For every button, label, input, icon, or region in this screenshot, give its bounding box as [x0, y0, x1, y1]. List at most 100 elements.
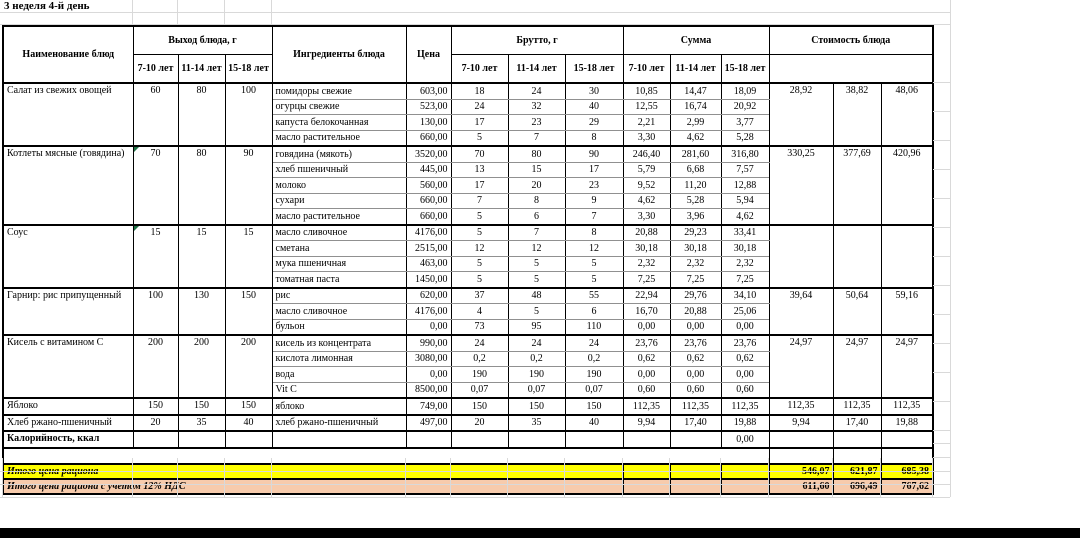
gross-value[interactable]: 23 — [564, 177, 624, 194]
sum-value[interactable]: 3,96 — [669, 208, 722, 225]
sum-value[interactable]: 0,60 — [720, 381, 770, 399]
price-value[interactable]: 660,00 — [405, 129, 452, 147]
gross-value[interactable]: 7 — [507, 223, 566, 241]
price-value[interactable]: 2515,00 — [405, 240, 452, 257]
gross-value[interactable]: 5 — [507, 255, 566, 272]
output-value[interactable]: 150 — [224, 397, 273, 415]
sum-value[interactable]: 0,00 — [669, 318, 722, 336]
price-value[interactable]: 603,00 — [405, 82, 452, 100]
gross-value[interactable]: 29 — [564, 114, 624, 131]
price-value[interactable]: 8500,00 — [405, 381, 452, 399]
ingredient-name[interactable]: масло растительное — [271, 129, 407, 147]
sum-value[interactable]: 0,00 — [669, 366, 722, 383]
header-age-sum-2[interactable]: 15-18 лет — [720, 53, 770, 84]
sum-value[interactable]: 112,35 — [669, 397, 722, 415]
sum-value[interactable]: 22,94 — [622, 286, 671, 304]
gross-value[interactable]: 95 — [507, 318, 566, 336]
cost-value[interactable]: 377,69 — [832, 145, 882, 225]
gross-value[interactable]: 80 — [507, 145, 566, 163]
output-value[interactable]: 150 — [224, 286, 273, 336]
gross-value[interactable]: 7 — [564, 208, 624, 225]
gross-value[interactable]: 6 — [507, 208, 566, 225]
gross-value[interactable]: 24 — [564, 334, 624, 352]
sum-value[interactable]: 0,00 — [720, 366, 770, 383]
header-gross[interactable]: Брутто, г — [450, 25, 624, 55]
header-age-sum-1[interactable]: 11-14 лет — [669, 53, 722, 84]
empty-cell[interactable] — [224, 430, 273, 449]
ingredient-name[interactable]: хлеб пшеничный — [271, 161, 407, 178]
gross-value[interactable]: 12 — [450, 240, 509, 257]
header-age-sum-0[interactable]: 7-10 лет — [622, 53, 671, 84]
gross-value[interactable]: 24 — [450, 334, 509, 352]
cost-value[interactable] — [880, 223, 934, 288]
sum-value[interactable]: 5,94 — [720, 192, 770, 209]
ingredient-name[interactable]: сметана — [271, 240, 407, 257]
sum-value[interactable]: 20,88 — [669, 303, 722, 320]
header-ingredients[interactable]: Ингредиенты блюда — [271, 25, 407, 84]
sum-value[interactable]: 19,88 — [720, 413, 770, 432]
output-value[interactable]: 15 — [177, 223, 226, 288]
ingredient-name[interactable]: вода — [271, 366, 407, 383]
header-price[interactable]: Цена — [405, 25, 452, 84]
gap-cell[interactable] — [3, 448, 769, 465]
gross-value[interactable]: 73 — [450, 318, 509, 336]
output-value[interactable]: 90 — [224, 145, 273, 225]
empty-cell[interactable] — [669, 478, 722, 495]
price-value[interactable]: 660,00 — [405, 192, 452, 209]
sum-value[interactable]: 14,47 — [669, 82, 722, 100]
gross-value[interactable]: 48 — [507, 286, 566, 304]
sum-value[interactable]: 2,32 — [669, 255, 722, 272]
header-age-gross-1[interactable]: 11-14 лет — [507, 53, 566, 84]
cost-value[interactable]: 50,64 — [832, 286, 882, 336]
dish-name[interactable]: Гарнир: рис припущенный — [2, 286, 134, 336]
output-value[interactable]: 15 — [224, 223, 273, 288]
total-value[interactable]: 767,62 — [880, 478, 934, 495]
ingredient-name[interactable]: молоко — [271, 177, 407, 194]
sum-value[interactable]: 11,20 — [669, 177, 722, 194]
sum-value[interactable]: 3,77 — [720, 114, 770, 131]
gross-value[interactable]: 0,07 — [564, 381, 624, 399]
gross-value[interactable]: 17 — [450, 177, 509, 194]
gross-value[interactable]: 20 — [450, 413, 509, 432]
empty-cell[interactable] — [622, 430, 671, 449]
sum-value[interactable]: 12,55 — [622, 98, 671, 115]
gross-value[interactable]: 7 — [450, 192, 509, 209]
price-value[interactable]: 130,00 — [405, 114, 452, 131]
cost-value[interactable] — [768, 223, 834, 288]
sum-value[interactable]: 30,18 — [622, 240, 671, 257]
header-sum[interactable]: Сумма — [622, 25, 770, 55]
sum-value[interactable]: 23,76 — [622, 334, 671, 352]
sum-value[interactable]: 20,92 — [720, 98, 770, 115]
cost-value[interactable]: 38,82 — [832, 82, 882, 147]
ingredient-name[interactable]: масло растительное — [271, 208, 407, 225]
empty-cell[interactable] — [177, 430, 226, 449]
sum-value[interactable]: 2,21 — [622, 114, 671, 131]
gross-value[interactable]: 17 — [450, 114, 509, 131]
cost-value[interactable]: 17,40 — [832, 413, 882, 432]
output-value[interactable]: 60 — [132, 82, 179, 147]
gross-value[interactable]: 30 — [564, 82, 624, 100]
cost-value[interactable]: 24,97 — [832, 334, 882, 399]
cost-value[interactable]: 39,64 — [768, 286, 834, 336]
sum-value[interactable]: 7,57 — [720, 161, 770, 178]
output-value[interactable]: 130 — [177, 286, 226, 336]
output-value[interactable]: 20 — [132, 413, 179, 432]
price-value[interactable]: 620,00 — [405, 286, 452, 304]
price-value[interactable]: 0,00 — [405, 366, 452, 383]
sum-value[interactable]: 316,80 — [720, 145, 770, 163]
output-value[interactable]: 40 — [224, 413, 273, 432]
sum-value[interactable]: 20,88 — [622, 223, 671, 241]
sum-value[interactable]: 0,60 — [669, 381, 722, 399]
dish-name[interactable]: Хлеб ржано-пшеничный — [2, 413, 134, 432]
sum-value[interactable]: 25,06 — [720, 303, 770, 320]
output-value[interactable]: 200 — [177, 334, 226, 399]
gross-value[interactable]: 5 — [450, 271, 509, 288]
sum-value[interactable]: 29,76 — [669, 286, 722, 304]
gross-value[interactable]: 7 — [507, 129, 566, 147]
gross-value[interactable]: 40 — [564, 98, 624, 115]
output-value[interactable]: 80 — [177, 145, 226, 225]
ingredient-name[interactable]: томатная паста — [271, 271, 407, 288]
gross-value[interactable]: 18 — [450, 82, 509, 100]
sum-value[interactable]: 0,62 — [622, 350, 671, 367]
gross-value[interactable]: 23 — [507, 114, 566, 131]
